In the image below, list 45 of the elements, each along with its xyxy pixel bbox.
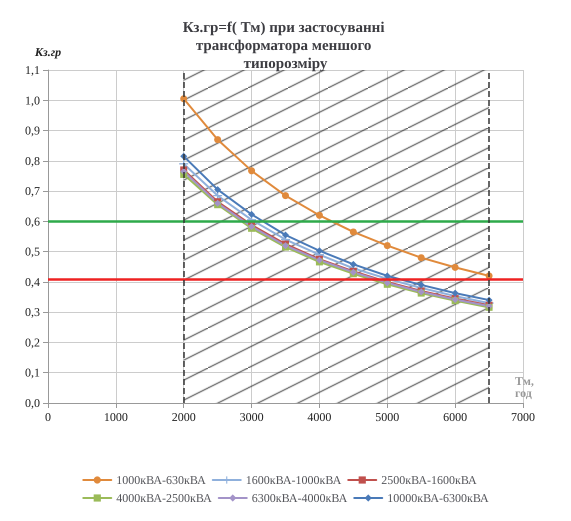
x-tick-label: 4000 [307, 410, 332, 424]
point [282, 231, 289, 238]
x-tick-label: 1000 [104, 410, 128, 424]
point [384, 272, 391, 280]
y-tick-label: 1,0 [25, 93, 40, 108]
x-tick-label: 6000 [443, 410, 468, 424]
point [214, 186, 222, 194]
y-tick-label: 0,3 [25, 305, 40, 320]
point [384, 242, 391, 250]
point [452, 264, 459, 271]
legend-label: 1000кВА-630кВА [116, 473, 206, 487]
point [248, 167, 256, 174]
y-tick-label: 0,6 [25, 214, 40, 228]
legend-label: 4000кВА-2500кВА [116, 491, 212, 505]
y-tick-label: 0,2 [25, 335, 40, 350]
y-tick-label: 0,7 [25, 184, 40, 198]
point [214, 136, 222, 144]
legend-label: 10000кВА-6300кВА [387, 491, 490, 505]
x-tick-label: 3000 [240, 410, 264, 424]
y-tick-label: 0,1 [25, 366, 40, 380]
y-tick-label: 0,9 [25, 124, 40, 138]
legend-label: 1600кВА-1000кВА [246, 473, 342, 487]
point [316, 247, 323, 254]
y-tick-label: 0,8 [25, 154, 40, 168]
y-tick-label: 0,5 [25, 244, 40, 259]
y-tick-label: 1,1 [25, 63, 40, 77]
chart-title: Кз.гр=f( Тм) при застосуванні трансформатора меншого типорозміру [182, 20, 388, 72]
point [418, 254, 425, 262]
point [452, 290, 459, 297]
point [248, 210, 256, 218]
x-tick-label: 0 [45, 410, 51, 424]
x-tick-label: 5000 [375, 410, 400, 424]
point [316, 212, 323, 219]
y-tick-label: 0,4 [25, 274, 40, 289]
y-tick-label: 0,0 [25, 396, 40, 410]
point [350, 228, 357, 236]
legend-label: 6300кВА-4000кВА [252, 491, 348, 505]
point [282, 192, 289, 200]
x-tick-label: 7000 [511, 410, 535, 424]
x-tick-label: 2000 [172, 410, 196, 424]
y-axis-title: Кз.гр [34, 45, 62, 59]
x-axis-title: Тм, год [515, 374, 534, 400]
legend-label: 2500кВА-1600кВА [381, 473, 478, 487]
point [418, 281, 425, 288]
point [350, 260, 357, 268]
